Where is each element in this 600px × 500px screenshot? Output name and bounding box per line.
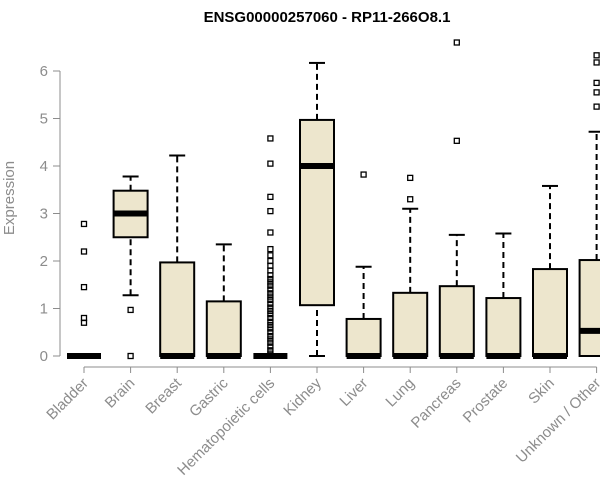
x-tick-label: Brain: [102, 375, 139, 412]
outlier-point: [267, 193, 274, 201]
x-tick-label: Bladder: [43, 375, 92, 424]
outlier-point: [407, 196, 414, 203]
outlier-point: [267, 311, 274, 318]
outlier-point: [80, 248, 88, 255]
iqr-box: [578, 259, 600, 357]
outlier-point: [267, 347, 274, 354]
outlier-point: [267, 282, 274, 289]
box-gastric: [205, 243, 242, 359]
box-pancreas: [438, 39, 475, 359]
outlier-point: [267, 325, 274, 332]
y-tick-label: 4: [40, 158, 48, 175]
outlier-point: [593, 59, 600, 66]
x-tick-label: Pancreas: [408, 375, 465, 432]
iqr-box: [392, 291, 429, 358]
iqr-box: [345, 317, 382, 358]
plot-area: [67, 39, 600, 360]
x-tick-label: Unknown / Other: [513, 375, 600, 467]
box-liver: [345, 171, 382, 359]
outlier-point: [267, 304, 274, 311]
outlier-point: [267, 275, 274, 283]
outlier-point: [593, 52, 600, 59]
outlier-point: [593, 79, 600, 87]
chart-title: ENSG00000257060 - RP11-266O8.1: [204, 9, 451, 26]
outlier-point: [267, 245, 274, 253]
outlier-point: [593, 89, 600, 96]
outlier-point: [267, 336, 274, 343]
box-unknown-other: [578, 52, 600, 357]
box-kidney: [299, 61, 335, 357]
y-tick-label: 5: [40, 111, 48, 128]
outlier-point: [267, 286, 274, 293]
outlier-point: [80, 283, 88, 291]
x-tick-label: Lung: [382, 375, 418, 411]
x-tick-label: Gastric: [186, 374, 232, 420]
outlier-point: [267, 350, 274, 357]
outlier-point: [267, 296, 274, 304]
outlier-point: [407, 174, 414, 182]
outlier-point: [267, 257, 274, 265]
outlier-point: [267, 300, 274, 307]
y-tick-label: 2: [40, 253, 48, 270]
outlier-point: [267, 339, 274, 346]
box-lung: [392, 174, 429, 359]
outlier-point: [267, 293, 274, 300]
outlier-point: [267, 343, 274, 350]
iqr-box: [532, 268, 568, 358]
outlier-point: [453, 137, 460, 144]
box-brain: [112, 175, 149, 360]
iqr-box: [438, 285, 475, 357]
x-tick-label: Breast: [142, 374, 185, 417]
outlier-point: [453, 39, 460, 46]
x-tick-label: Kidney: [280, 374, 325, 419]
outlier-point: [360, 171, 367, 178]
box-bladder: [67, 220, 101, 359]
outlier-point: [267, 329, 274, 336]
y-axis: 0 1 2 3 4 5 6: [40, 63, 61, 365]
box-breast: [159, 154, 196, 359]
box-prostate: [485, 232, 522, 359]
outlier-point: [267, 321, 274, 329]
outlier-point: [267, 279, 274, 286]
outlier-point: [267, 252, 274, 259]
y-tick-label: 3: [40, 206, 48, 223]
y-axis-label: Expression: [1, 161, 18, 235]
outlier-point: [80, 220, 88, 228]
iqr-box: [159, 261, 196, 357]
outlier-point: [267, 314, 274, 322]
outlier-point: [127, 306, 134, 314]
outlier-point: [267, 160, 274, 167]
x-tick-label: Prostate: [460, 375, 512, 427]
outlier-point: [267, 207, 274, 215]
outlier-point: [593, 103, 600, 110]
outlier-point: [267, 290, 274, 297]
outlier-point: [80, 314, 88, 322]
outlier-point: [127, 352, 134, 360]
y-tick-label: 0: [40, 348, 48, 365]
outlier-point: [267, 229, 274, 236]
box-hematopoietic-cells: [253, 135, 288, 359]
outlier-point: [267, 307, 274, 315]
y-tick-label: 6: [40, 63, 48, 80]
iqr-box: [485, 297, 522, 357]
iqr-box: [299, 118, 335, 307]
x-tick-label: Liver: [336, 375, 371, 410]
x-tick-label: Skin: [525, 375, 558, 408]
box-skin: [532, 184, 568, 359]
outlier-point: [267, 318, 274, 325]
outlier-point: [267, 135, 274, 142]
iqr-box: [205, 300, 242, 357]
outlier-point: [267, 332, 274, 340]
y-tick-label: 1: [40, 301, 48, 318]
